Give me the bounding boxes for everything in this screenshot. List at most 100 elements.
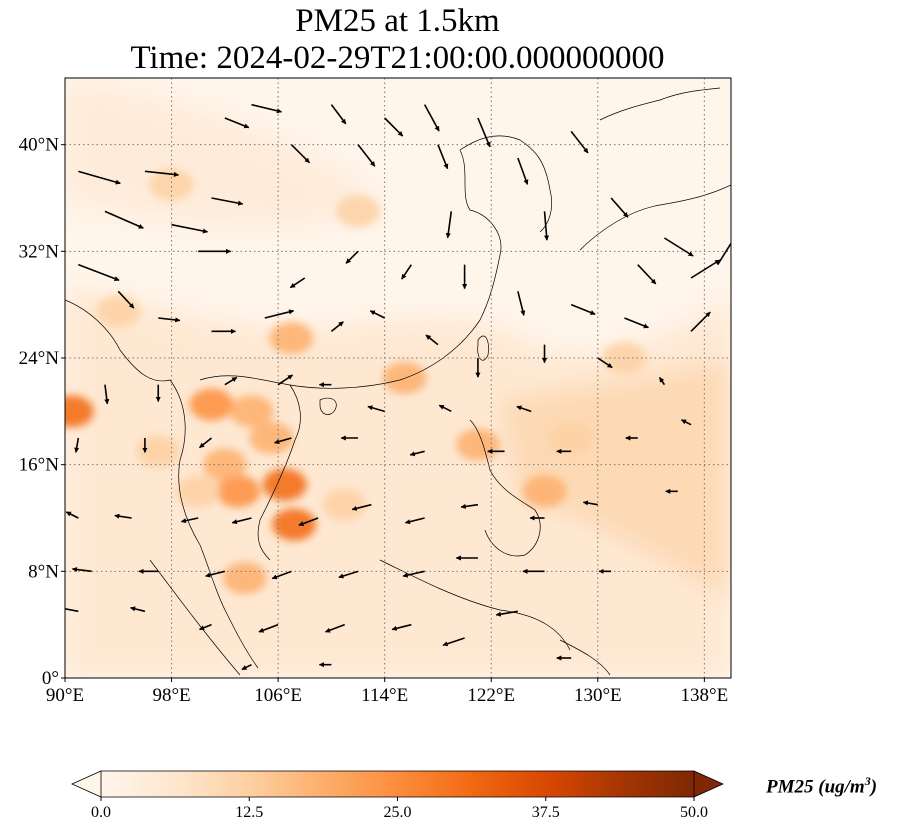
wind-vector-arrow	[180, 517, 199, 524]
wind-vector-arrow	[144, 170, 180, 177]
wind-vector-arrow	[231, 517, 252, 525]
coastline-china	[289, 149, 502, 389]
colorbar-max-extension	[693, 770, 724, 798]
wind-vector-arrow	[199, 623, 212, 631]
wind-vector-arrow	[104, 384, 110, 405]
latitude-tick-label: 24°N	[19, 348, 60, 369]
longitude-tick-label: 122°E	[467, 685, 515, 706]
gridlines	[65, 78, 731, 678]
coastline-indochina	[199, 375, 301, 561]
wind-vector-arrow	[277, 374, 293, 386]
wind-vector-arrow	[384, 117, 404, 137]
wind-vector-arrow	[402, 570, 425, 578]
wind-vector-arrow	[241, 663, 252, 671]
wind-vector-arrow	[289, 277, 306, 289]
longitude-tick-label: 98°E	[152, 685, 190, 706]
coastline-sulawesi	[559, 639, 611, 676]
wind-vector-arrow	[71, 566, 92, 573]
wind-vector-arrow	[205, 570, 226, 578]
pm25-hotspot	[65, 395, 94, 428]
wind-vector-arrow	[438, 404, 452, 413]
colorbar-title-close: )	[870, 776, 878, 798]
latitude-tick-label: 8°N	[28, 561, 59, 582]
pm25-hotspot	[149, 168, 194, 201]
wind-vector-arrow	[582, 500, 598, 506]
latitude-axis: 0° 8°N 16°N 24°N 32°N 40°N	[19, 135, 65, 689]
latitude-tick-label: 0°	[42, 668, 59, 689]
wind-vector-arrow	[171, 223, 209, 234]
longitude-axis: 90°E 98°E 106°E 114°E 122°E 130°E 138°E	[46, 678, 728, 706]
wind-vector-arrow	[114, 513, 132, 519]
wind-vector-layer	[65, 103, 731, 671]
wind-vector-arrow	[477, 117, 491, 148]
longitude-tick-label: 130°E	[574, 685, 622, 706]
colorbar-tick-label: 0.0	[91, 804, 111, 821]
wind-vector-arrow	[495, 610, 519, 617]
colorbar-ticks: 0.0 12.5 25.0 37.5 50.0	[91, 797, 708, 821]
wind-vector-arrow	[680, 419, 692, 426]
wind-vector-arrow	[690, 259, 721, 279]
wind-vector-arrow	[425, 334, 439, 346]
longitude-tick-label: 90°E	[46, 685, 84, 706]
wind-vector-arrow	[357, 144, 376, 167]
wind-vector-arrow	[298, 517, 319, 526]
wind-vector-arrow	[663, 237, 694, 257]
pm25-hotspot	[455, 428, 500, 461]
latitude-tick-label: 16°N	[19, 455, 60, 476]
wind-vector-arrow	[717, 241, 731, 266]
wind-vector-arrow	[597, 357, 613, 369]
pm25-hotspot	[136, 435, 181, 468]
wind-vector-arrow	[570, 303, 596, 316]
colorbar-title-superscript: 3	[864, 774, 871, 788]
pm25-hotspot	[549, 422, 594, 454]
map-title-line-1: PM25 at 1.5km	[295, 3, 500, 39]
coastline-sumatra	[149, 559, 241, 676]
wind-vector-arrow	[445, 211, 453, 239]
pm25-hotspot	[249, 422, 294, 454]
coastline-taiwan	[477, 335, 489, 361]
map-area[interactable]	[50, 78, 736, 678]
wind-vector-arrow	[423, 104, 440, 132]
pm25-hotspot	[269, 322, 314, 354]
latitude-tick-label: 40°N	[19, 135, 60, 156]
wind-vector-arrow	[404, 517, 425, 525]
colorbar: 0.0 12.5 25.0 37.5 50.0	[71, 770, 724, 821]
pm25-hotspot	[229, 395, 274, 428]
wind-vector-arrow	[624, 317, 649, 329]
colorbar-gradient	[101, 771, 694, 797]
wind-vector-arrow	[517, 157, 529, 185]
wind-vector-arrow	[117, 290, 135, 309]
coastline-philippines	[469, 419, 541, 557]
colorbar-tick-label: 50.0	[680, 804, 708, 821]
coastline-layer	[65, 87, 731, 676]
longitude-tick-label: 114°E	[361, 685, 408, 706]
pm25-hotspot	[336, 195, 381, 228]
coastline-korea	[459, 135, 553, 233]
pm25-hotspot	[222, 562, 267, 594]
wind-vector-arrow	[130, 606, 146, 613]
colorbar-tick-label: 12.5	[235, 804, 263, 821]
wind-vector-arrow	[211, 197, 244, 206]
wind-vector-arrow	[271, 570, 292, 580]
wind-vector-arrow	[224, 117, 250, 129]
map-title-line-2: Time: 2024-02-29T21:00:00.000000000	[130, 40, 665, 76]
wind-vector-arrow	[258, 623, 279, 633]
wind-vector-arrow	[516, 405, 532, 413]
wind-vector-arrow	[570, 130, 589, 154]
colorbar-title: PM25 (ug/m3)	[766, 774, 877, 798]
latitude-tick-label: 32°N	[19, 241, 60, 262]
wind-vector-arrow	[369, 310, 386, 319]
wind-vector-arrow	[325, 623, 346, 633]
wind-vector-arrow	[74, 437, 80, 453]
wind-vector-arrow	[78, 170, 121, 185]
wind-vector-arrow	[104, 210, 144, 229]
wind-vector-arrow	[338, 570, 359, 579]
wind-vector-arrow	[65, 511, 79, 519]
wind-vector-arrow	[264, 309, 295, 319]
wind-vector-arrow	[224, 376, 238, 386]
wind-vector-arrow	[658, 377, 666, 386]
wind-vector-arrow	[330, 321, 344, 332]
coastline-japan-south	[579, 184, 731, 251]
wind-vector-arrow	[158, 317, 181, 323]
